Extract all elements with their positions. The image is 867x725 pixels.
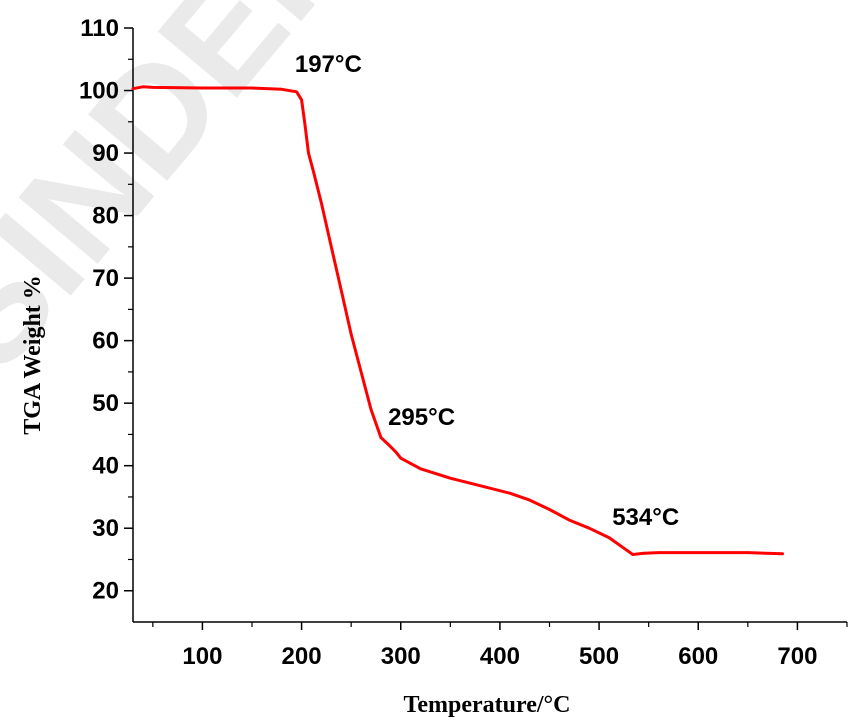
watermark-text: SINDER P bbox=[0, 0, 480, 401]
x-axis-ticks: 100 200 300 400 500 600 700 bbox=[152, 622, 848, 670]
y-tick-label: 60 bbox=[92, 328, 119, 355]
annotations: 197°C 295°C 534°C bbox=[295, 51, 679, 531]
series-line-tga bbox=[131, 85, 784, 556]
y-tick-label: 100 bbox=[79, 78, 119, 105]
x-tick-label: 400 bbox=[480, 643, 520, 670]
x-tick-label: 600 bbox=[678, 643, 718, 670]
x-tick-label: 200 bbox=[282, 643, 322, 670]
x-axis-title: Temperature/°C bbox=[404, 692, 571, 718]
temperature-annotation: 295°C bbox=[388, 404, 455, 431]
x-tick-label: 700 bbox=[777, 643, 817, 670]
y-tick-label: 90 bbox=[92, 140, 119, 167]
watermark: SINDER P bbox=[0, 0, 480, 401]
x-tick-label: 100 bbox=[182, 643, 222, 670]
y-tick-label: 50 bbox=[92, 390, 119, 417]
y-tick-label: 20 bbox=[92, 578, 119, 605]
y-tick-label: 30 bbox=[92, 515, 119, 542]
y-tick-label: 80 bbox=[92, 203, 119, 230]
x-tick-label: 300 bbox=[381, 643, 421, 670]
temperature-annotation: 534°C bbox=[612, 504, 679, 531]
y-tick-label: 110 bbox=[80, 15, 119, 42]
y-axis-title: TGA Weight % bbox=[20, 275, 46, 435]
y-tick-label: 40 bbox=[92, 453, 119, 480]
temperature-annotation: 197°C bbox=[295, 51, 362, 78]
y-axis-ticks: 20 30 40 50 60 70 80 90 100 110 bbox=[79, 15, 133, 605]
y-tick-label: 70 bbox=[92, 265, 119, 292]
x-tick-label: 500 bbox=[579, 643, 619, 670]
